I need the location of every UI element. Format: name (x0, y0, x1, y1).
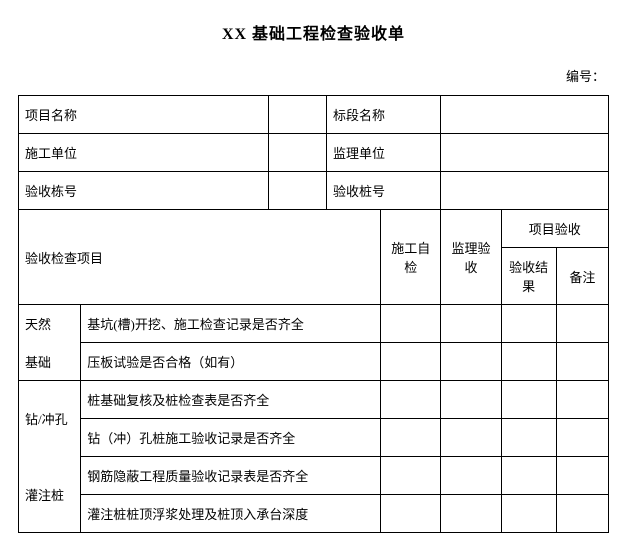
group1-name-line1: 天然 (19, 305, 81, 343)
table-row: 灌注桩桩顶浮浆处理及桩顶入承台深度 (19, 495, 609, 533)
col-supervision-check: 监理验收 (441, 210, 501, 305)
table-row: 项目名称 标段名称 (19, 96, 609, 134)
group2-name-line2: 灌注桩 (19, 457, 81, 533)
cell-value (501, 495, 556, 533)
cell-value (441, 343, 501, 381)
building-no-label: 验收栋号 (19, 172, 269, 210)
cell-value (441, 305, 501, 343)
table-row: 基础 压板试验是否合格（如有） (19, 343, 609, 381)
table-row: 天然 基坑(槽)开挖、施工检查记录是否齐全 (19, 305, 609, 343)
table-row: 施工单位 监理单位 (19, 134, 609, 172)
construction-unit-label: 施工单位 (19, 134, 269, 172)
group1-name-line2: 基础 (19, 343, 81, 381)
group1-item1: 基坑(槽)开挖、施工检查记录是否齐全 (81, 305, 381, 343)
cell-value (556, 343, 608, 381)
table-row: 钻（冲）孔桩施工验收记录是否齐全 (19, 419, 609, 457)
cell-value (556, 457, 608, 495)
col-inspection-item: 验收检查项目 (19, 210, 381, 305)
col-remarks: 备注 (556, 248, 608, 305)
cell-value (381, 495, 441, 533)
cell-value (501, 305, 556, 343)
project-name-label: 项目名称 (19, 96, 269, 134)
inspection-table: 项目名称 标段名称 施工单位 监理单位 验收栋号 验收桩号 验收检查项目 施工自… (18, 95, 609, 533)
supervision-unit-value (441, 134, 609, 172)
cell-value (556, 495, 608, 533)
table-row: 验收检查项目 施工自检 监理验收 项目验收 (19, 210, 609, 248)
table-row: 灌注桩 钢筋隐蔽工程质量验收记录表是否齐全 (19, 457, 609, 495)
group2-item1: 桩基础复核及桩检查表是否齐全 (81, 381, 381, 419)
table-row: 钻/冲孔 桩基础复核及桩检查表是否齐全 (19, 381, 609, 419)
group2-item3: 钢筋隐蔽工程质量验收记录表是否齐全 (81, 457, 381, 495)
pile-no-label: 验收桩号 (327, 172, 441, 210)
cell-value (381, 381, 441, 419)
cell-value (381, 343, 441, 381)
table-row: 验收栋号 验收桩号 (19, 172, 609, 210)
project-name-value (268, 96, 326, 134)
section-name-value (441, 96, 609, 134)
supervision-unit-label: 监理单位 (327, 134, 441, 172)
doc-number-label: 编号： (18, 66, 609, 85)
cell-value (441, 457, 501, 495)
cell-value (441, 495, 501, 533)
col-result: 验收结果 (501, 248, 556, 305)
section-name-label: 标段名称 (327, 96, 441, 134)
cell-value (556, 381, 608, 419)
cell-value (501, 457, 556, 495)
construction-unit-value (268, 134, 326, 172)
cell-value (381, 419, 441, 457)
cell-value (556, 305, 608, 343)
cell-value (501, 381, 556, 419)
group1-item2: 压板试验是否合格（如有） (81, 343, 381, 381)
group2-name-line1: 钻/冲孔 (19, 381, 81, 457)
cell-value (441, 381, 501, 419)
building-no-value (268, 172, 326, 210)
page-title: XX 基础工程检查验收单 (18, 20, 609, 44)
cell-value (501, 419, 556, 457)
col-self-check: 施工自检 (381, 210, 441, 305)
cell-value (381, 457, 441, 495)
group2-item4: 灌注桩桩顶浮浆处理及桩顶入承台深度 (81, 495, 381, 533)
pile-no-value (441, 172, 609, 210)
cell-value (556, 419, 608, 457)
group2-item2: 钻（冲）孔桩施工验收记录是否齐全 (81, 419, 381, 457)
cell-value (501, 343, 556, 381)
cell-value (441, 419, 501, 457)
cell-value (381, 305, 441, 343)
col-project-acceptance: 项目验收 (501, 210, 608, 248)
